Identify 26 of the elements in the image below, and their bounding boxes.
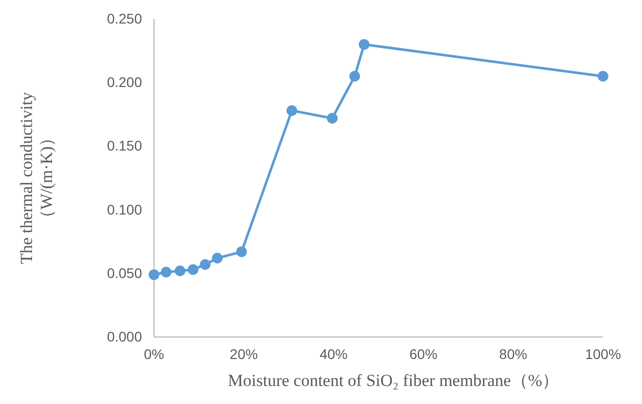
point [212,252,223,264]
point [200,259,211,270]
y-axis-title: The thermal conductivity （W/(m·K)） [17,92,56,264]
y-tick-label: 0.150 [106,138,142,154]
point [326,112,338,124]
point [160,266,172,278]
point [358,39,370,50]
y-tick-label: 0.250 [106,10,142,26]
y-tick-label: 0.200 [106,74,142,90]
x-tick-label: 80% [499,346,528,362]
x-axis-title: Moisture content of SiO₂ fiber membrane（%） [228,371,560,390]
point [148,269,160,280]
x-tick-label: 100% [585,346,621,362]
x-tick-label: 20% [230,346,258,362]
point [349,70,360,82]
y-tick-label: 0.050 [106,264,142,281]
point [174,266,186,276]
y-tick-label: 0.100 [106,201,142,218]
point [598,70,608,82]
x-tick-label: 40% [320,346,348,362]
x-tick-label: 0% [144,346,164,362]
x-tick-label: 60% [409,346,438,362]
point [286,105,298,116]
y-tick-label: 0.000 [106,328,142,344]
point [188,264,198,275]
point [236,246,247,258]
